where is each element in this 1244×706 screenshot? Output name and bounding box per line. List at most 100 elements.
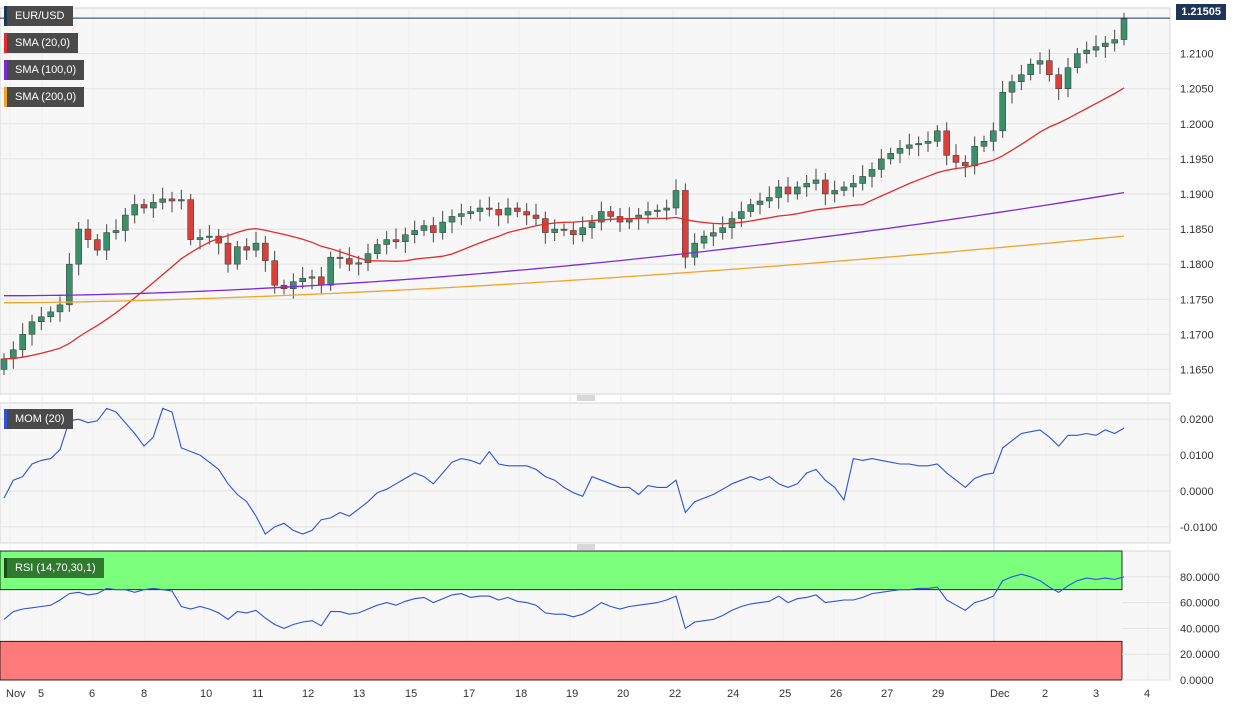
candle-down bbox=[94, 239, 101, 251]
candle-up bbox=[747, 204, 754, 212]
main-y-tick-label: 1.2100 bbox=[1180, 49, 1214, 61]
candle-down bbox=[822, 179, 829, 195]
legend-rsi[interactable]: RSI (14,70,30,1) bbox=[4, 558, 104, 578]
candle-up bbox=[327, 256, 334, 286]
rsi-color-marker bbox=[4, 558, 7, 578]
rsi-y-tick-label: 60.0000 bbox=[1180, 598, 1220, 610]
legend-sma200[interactable]: SMA (200,0) bbox=[4, 87, 85, 107]
candle-up bbox=[971, 146, 978, 167]
candle-up bbox=[112, 230, 120, 233]
candle-up bbox=[831, 190, 838, 195]
candle-up bbox=[439, 221, 446, 233]
candle-up bbox=[56, 304, 64, 313]
candle-down bbox=[318, 276, 325, 286]
candle-down bbox=[682, 190, 689, 258]
main-y-tick-label: 1.2050 bbox=[1180, 84, 1214, 96]
sma200-color-marker bbox=[4, 87, 7, 107]
x-tick-label: 10 bbox=[200, 688, 212, 700]
candle-down bbox=[523, 211, 530, 216]
candle-down bbox=[1046, 60, 1053, 75]
candle-up bbox=[896, 148, 904, 154]
candle-up bbox=[766, 197, 773, 202]
candle-up bbox=[1102, 42, 1109, 47]
candle-up bbox=[878, 158, 885, 170]
mom-line bbox=[3, 407, 1125, 535]
candle-up bbox=[131, 204, 138, 216]
candle-up bbox=[775, 186, 782, 198]
legend-sma100[interactable]: SMA (100,0) bbox=[4, 60, 85, 80]
x-tick-label: 12 bbox=[302, 688, 314, 700]
candle-up bbox=[402, 234, 409, 242]
candle-up bbox=[467, 211, 474, 214]
candle-up bbox=[710, 232, 717, 237]
candle-down bbox=[943, 130, 950, 156]
sma20-color-marker bbox=[4, 33, 7, 53]
symbol-color-marker bbox=[4, 6, 7, 26]
x-tick-label: 5 bbox=[38, 688, 44, 700]
candle-up bbox=[738, 211, 745, 219]
x-tick-label: 11 bbox=[252, 688, 263, 700]
candle-up bbox=[0, 358, 8, 370]
candle-up bbox=[252, 242, 260, 251]
rsi-y-tick-label: 80.0000 bbox=[1180, 572, 1220, 584]
candle-up bbox=[234, 246, 241, 265]
candle-up bbox=[859, 176, 866, 184]
candle-up bbox=[355, 262, 362, 265]
legend-sma100-label: SMA (100,0) bbox=[15, 64, 77, 76]
candle-up bbox=[672, 190, 680, 209]
x-tick-label: 15 bbox=[405, 688, 417, 700]
candle-down bbox=[560, 228, 568, 231]
mom-y-tick-label: 0.0000 bbox=[1180, 486, 1214, 498]
candle-up bbox=[308, 276, 316, 279]
candle-up bbox=[10, 349, 17, 360]
candle-up bbox=[719, 227, 726, 233]
x-tick-label: 25 bbox=[779, 688, 791, 700]
candle-up bbox=[887, 153, 894, 160]
candle-up bbox=[196, 237, 204, 240]
candle-up bbox=[1008, 81, 1016, 93]
sma100-line bbox=[4, 191, 1125, 297]
x-tick-label: Dec bbox=[990, 688, 1010, 700]
candle-down bbox=[486, 207, 493, 210]
candle-up bbox=[700, 235, 708, 244]
legend-sma20[interactable]: SMA (20,0) bbox=[4, 33, 79, 53]
candle-up bbox=[654, 209, 661, 212]
legend-symbol[interactable]: EUR/USD bbox=[4, 6, 73, 26]
candle-up bbox=[299, 277, 306, 282]
candle-up bbox=[803, 183, 810, 188]
candle-up bbox=[75, 228, 82, 265]
candle-down bbox=[392, 239, 400, 242]
x-tick-label: 20 bbox=[617, 688, 629, 700]
candle-up bbox=[756, 200, 764, 205]
candle-up bbox=[66, 263, 73, 306]
candle-up bbox=[476, 207, 484, 212]
candle-down bbox=[430, 225, 437, 233]
candle-up bbox=[812, 179, 820, 184]
candle-up bbox=[374, 244, 381, 254]
legend-sma200-label: SMA (200,0) bbox=[15, 91, 77, 103]
candle-up bbox=[383, 239, 390, 245]
rsi-overbought-zone bbox=[0, 550, 1123, 591]
candle-down bbox=[168, 198, 176, 202]
candle-up bbox=[644, 211, 652, 216]
rsi-line bbox=[3, 573, 1125, 630]
legend-rsi-label: RSI (14,70,30,1) bbox=[15, 562, 96, 574]
candle-up bbox=[1018, 74, 1025, 82]
x-tick-label: 22 bbox=[669, 688, 681, 700]
x-tick-label: 13 bbox=[353, 688, 365, 700]
candle-up bbox=[290, 281, 297, 289]
candle-up bbox=[159, 198, 166, 203]
candle-down bbox=[336, 256, 344, 259]
legend-mom[interactable]: MOM (20) bbox=[4, 409, 73, 429]
x-tick-label: Nov bbox=[6, 688, 26, 700]
candle-up bbox=[1064, 67, 1072, 89]
x-tick-label: 24 bbox=[727, 688, 739, 700]
candle-up bbox=[178, 199, 185, 202]
candle-up bbox=[990, 130, 997, 142]
main-y-tick-label: 1.1900 bbox=[1180, 189, 1214, 201]
candle-up bbox=[999, 91, 1006, 132]
candle-up bbox=[551, 228, 558, 233]
candle-up bbox=[850, 183, 857, 188]
main-y-tick-label: 1.1800 bbox=[1180, 259, 1214, 271]
